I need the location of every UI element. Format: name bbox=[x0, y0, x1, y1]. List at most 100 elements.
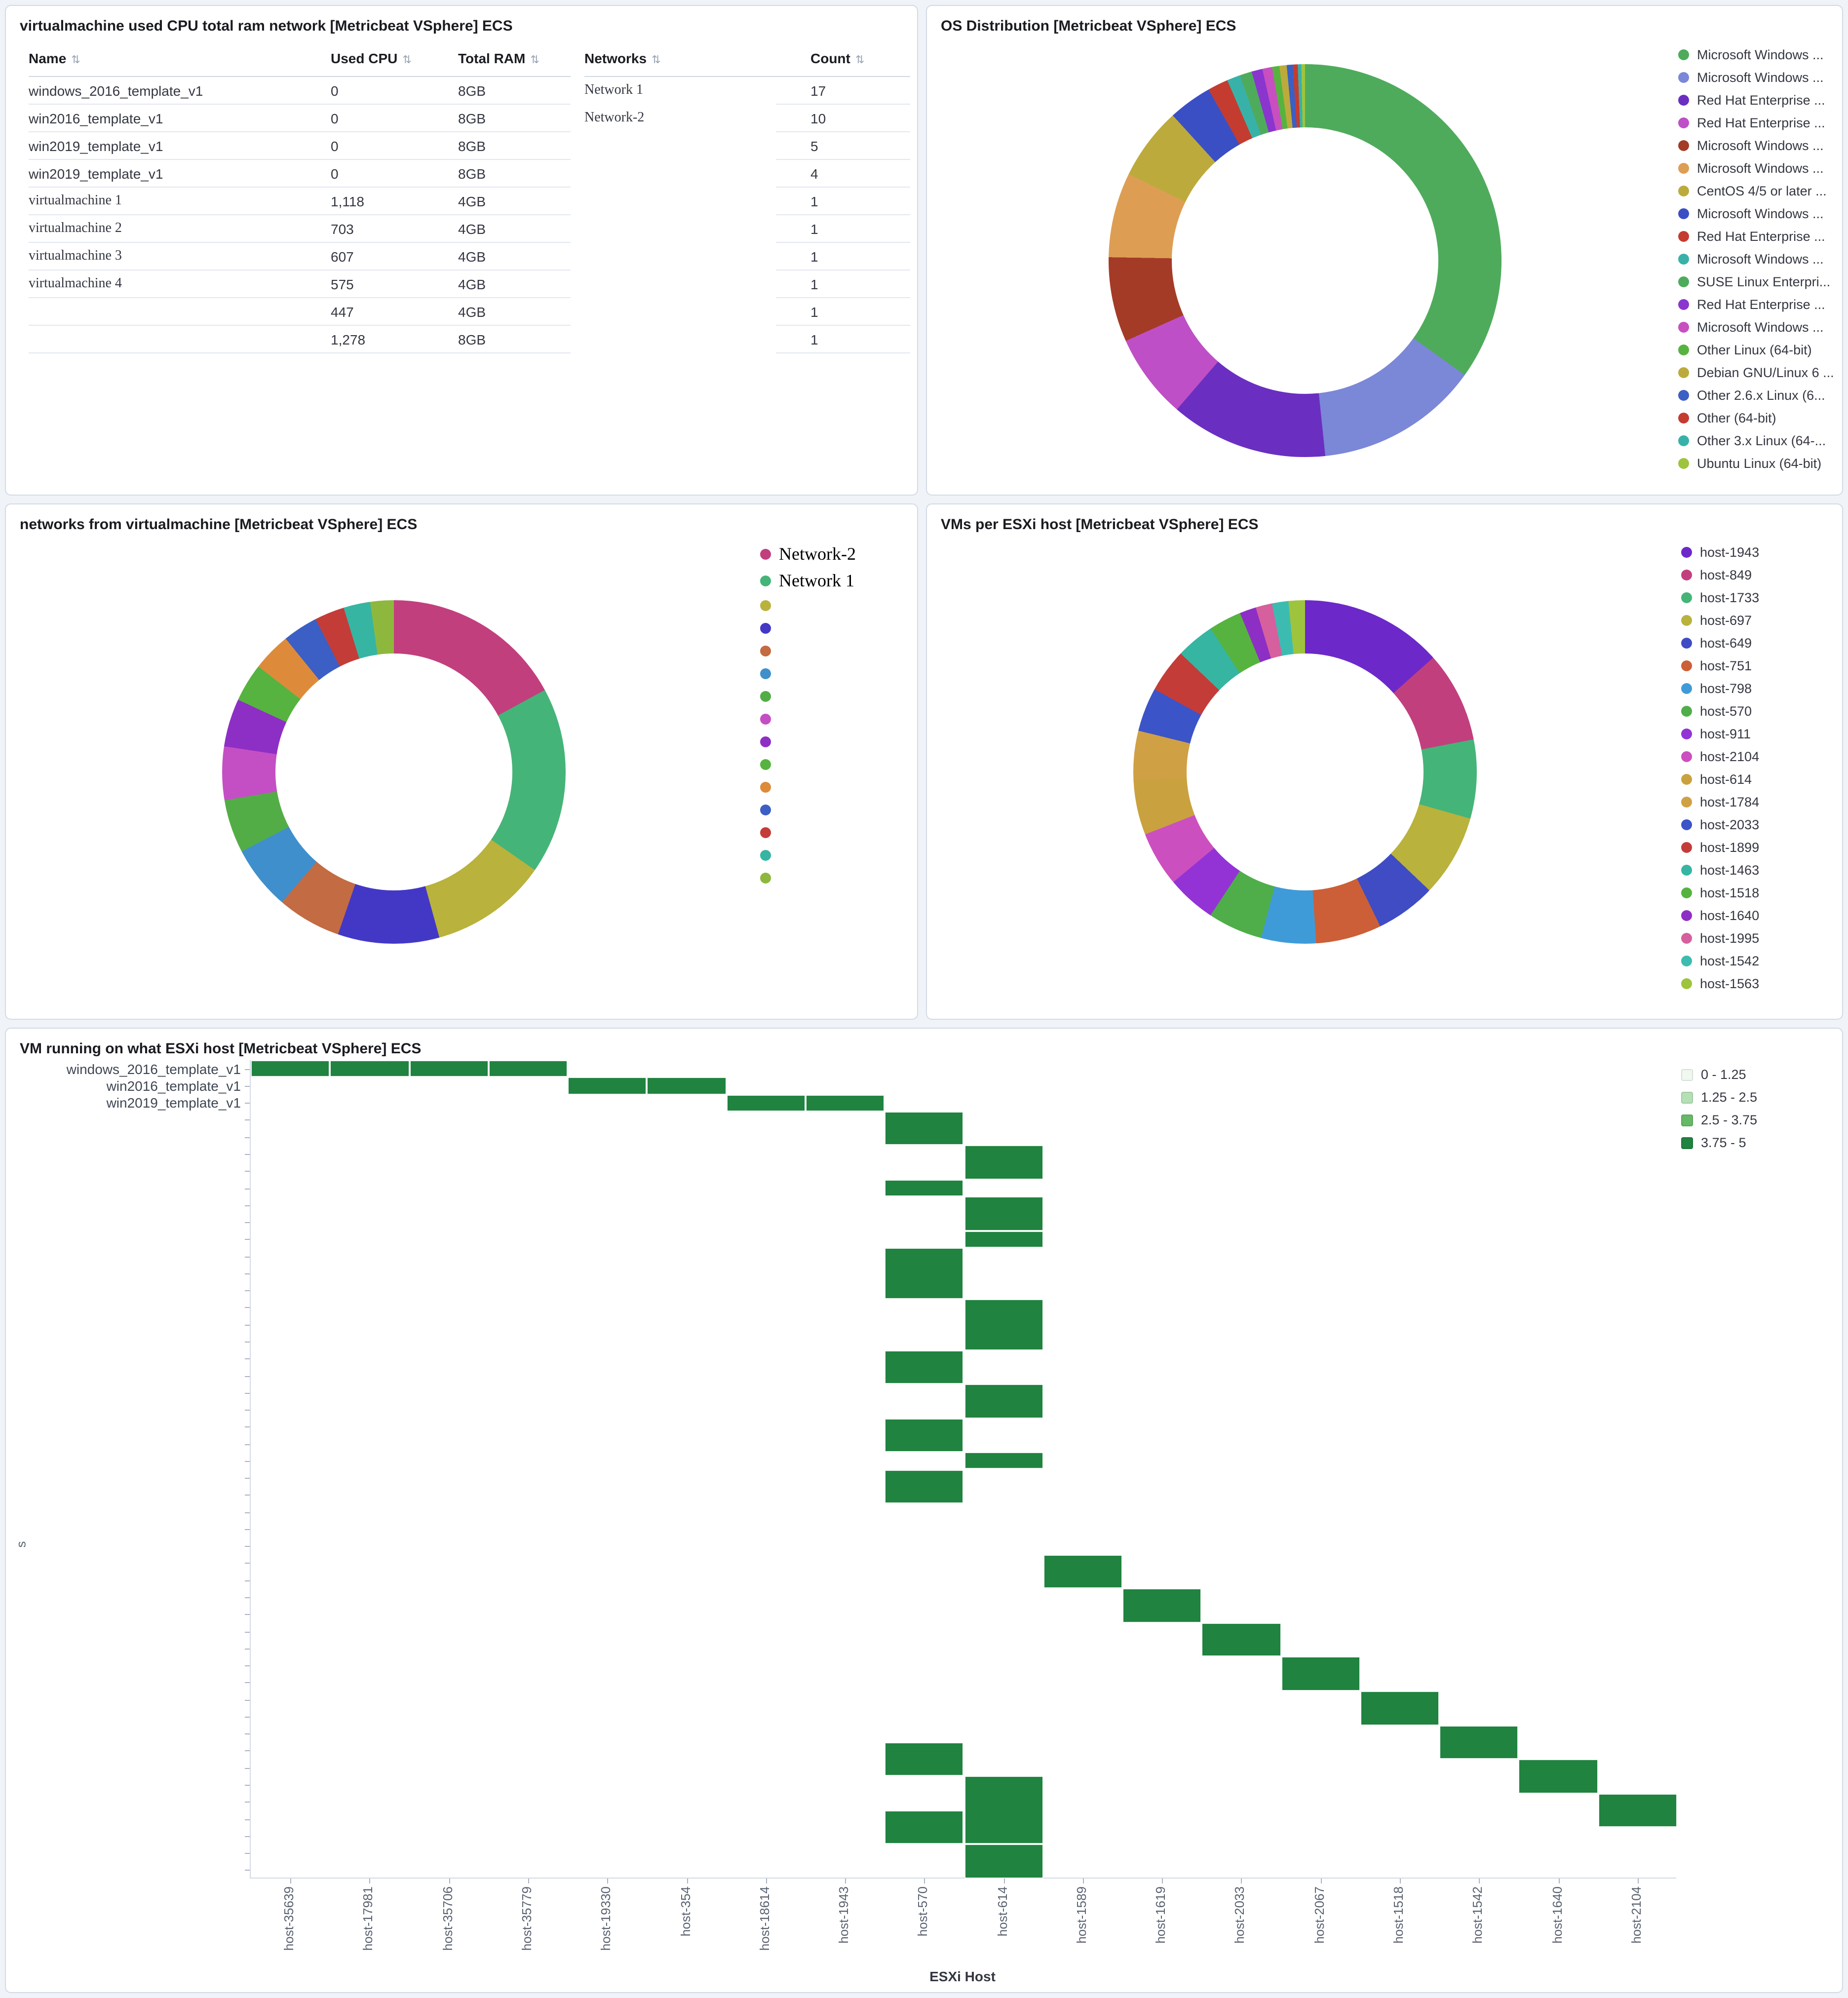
legend-item[interactable] bbox=[760, 643, 856, 659]
heatmap-cell[interactable] bbox=[964, 1384, 1043, 1419]
legend-item[interactable]: Red Hat Enterprise ... bbox=[1678, 228, 1834, 245]
legend-item[interactable]: Microsoft Windows ... bbox=[1678, 205, 1834, 222]
heatmap-cell[interactable] bbox=[568, 1077, 647, 1095]
heatmap-cell[interactable] bbox=[1122, 1588, 1202, 1623]
legend-item[interactable]: Red Hat Enterprise ... bbox=[1678, 115, 1834, 131]
legend-item[interactable]: Other 2.6.x Linux (6... bbox=[1678, 387, 1834, 404]
legend-item[interactable]: host-849 bbox=[1681, 567, 1759, 583]
column-header[interactable]: Count ⇅ bbox=[776, 50, 910, 77]
legend-item[interactable]: Debian GNU/Linux 6 ... bbox=[1678, 364, 1834, 381]
heatmap-cell[interactable] bbox=[885, 1810, 964, 1844]
legend-item[interactable]: host-1995 bbox=[1681, 930, 1759, 947]
legend-item[interactable] bbox=[760, 688, 856, 705]
legend-item[interactable] bbox=[760, 711, 856, 728]
heatmap-cell[interactable] bbox=[726, 1094, 806, 1112]
os-distribution-donut-chart[interactable] bbox=[1109, 64, 1502, 457]
legend-item[interactable] bbox=[760, 597, 856, 614]
heatmap-cell[interactable] bbox=[1043, 1554, 1123, 1589]
legend-item[interactable]: Microsoft Windows ... bbox=[1678, 251, 1834, 268]
legend-item[interactable]: host-1943 bbox=[1681, 544, 1759, 561]
heatmap-cell[interactable] bbox=[964, 1299, 1043, 1350]
legend-item[interactable]: Network-2 bbox=[760, 544, 856, 565]
heatmap-cell[interactable] bbox=[330, 1060, 410, 1077]
heatmap-cell[interactable] bbox=[964, 1844, 1043, 1879]
legend-item[interactable]: host-649 bbox=[1681, 635, 1759, 652]
legend-item[interactable]: host-1733 bbox=[1681, 589, 1759, 606]
legend-item[interactable]: Other Linux (64-bit) bbox=[1678, 342, 1834, 358]
legend-item[interactable]: 3.75 - 5 bbox=[1681, 1134, 1757, 1151]
legend-item[interactable]: 1.25 - 2.5 bbox=[1681, 1089, 1757, 1106]
heatmap-cell[interactable] bbox=[964, 1452, 1043, 1469]
column-header[interactable]: Networks ⇅ bbox=[584, 50, 776, 77]
legend-item[interactable]: CentOS 4/5 or later ... bbox=[1678, 183, 1834, 199]
heatmap-cell[interactable] bbox=[885, 1247, 964, 1299]
legend-item[interactable]: Network 1 bbox=[760, 571, 856, 591]
legend-item[interactable]: Ubuntu Linux (64-bit) bbox=[1678, 455, 1834, 472]
legend-item[interactable] bbox=[760, 870, 856, 886]
legend-item[interactable] bbox=[760, 779, 856, 796]
legend-item[interactable]: host-697 bbox=[1681, 612, 1759, 629]
heatmap-cell[interactable] bbox=[1281, 1656, 1360, 1691]
legend-item[interactable]: host-1518 bbox=[1681, 884, 1759, 901]
legend-item[interactable]: Microsoft Windows ... bbox=[1678, 319, 1834, 336]
legend-item[interactable]: host-798 bbox=[1681, 680, 1759, 697]
legend-item[interactable] bbox=[760, 847, 856, 864]
legend-item[interactable]: host-2033 bbox=[1681, 816, 1759, 833]
heatmap-cell[interactable] bbox=[409, 1060, 489, 1077]
heatmap-cell[interactable] bbox=[964, 1230, 1043, 1248]
legend-item[interactable]: host-2104 bbox=[1681, 748, 1759, 765]
heatmap-cell[interactable] bbox=[964, 1196, 1043, 1231]
legend-item[interactable]: host-1542 bbox=[1681, 953, 1759, 969]
legend-item[interactable]: host-1784 bbox=[1681, 794, 1759, 810]
x-axis-tick bbox=[290, 1879, 292, 1883]
legend-item[interactable]: 2.5 - 3.75 bbox=[1681, 1112, 1757, 1128]
legend-item[interactable]: 0 - 1.25 bbox=[1681, 1066, 1757, 1083]
legend-item[interactable]: Red Hat Enterprise ... bbox=[1678, 296, 1834, 313]
heatmap-cell[interactable] bbox=[885, 1742, 964, 1776]
heatmap-cell[interactable] bbox=[1439, 1725, 1519, 1760]
legend-item[interactable] bbox=[760, 620, 856, 637]
heatmap-cell[interactable] bbox=[1360, 1691, 1440, 1726]
legend-item[interactable] bbox=[760, 802, 856, 818]
legend-item[interactable] bbox=[760, 756, 856, 773]
networks-donut-chart[interactable] bbox=[222, 600, 566, 944]
heatmap-cell[interactable] bbox=[1598, 1793, 1677, 1828]
heatmap-cell[interactable] bbox=[885, 1179, 964, 1197]
legend-label: host-1563 bbox=[1700, 976, 1760, 991]
legend-item[interactable]: Other 3.x Linux (64-... bbox=[1678, 432, 1834, 449]
column-header[interactable]: Used CPU ⇅ bbox=[331, 50, 458, 77]
heatmap-cell[interactable] bbox=[885, 1469, 964, 1504]
legend-item[interactable]: host-570 bbox=[1681, 703, 1759, 720]
heatmap-cell[interactable] bbox=[1201, 1622, 1281, 1657]
legend-item[interactable]: host-911 bbox=[1681, 726, 1759, 742]
vms-per-host-donut-chart[interactable] bbox=[1133, 600, 1477, 944]
legend-item[interactable]: Microsoft Windows ... bbox=[1678, 160, 1834, 177]
legend-item[interactable] bbox=[760, 824, 856, 841]
heatmap-cell[interactable] bbox=[805, 1094, 885, 1112]
legend-item[interactable] bbox=[760, 733, 856, 750]
column-header[interactable]: Total RAM ⇅ bbox=[458, 50, 571, 77]
legend-item[interactable]: Microsoft Windows ... bbox=[1678, 46, 1834, 63]
column-header[interactable]: Name ⇅ bbox=[29, 50, 331, 77]
legend-item[interactable]: Red Hat Enterprise ... bbox=[1678, 92, 1834, 109]
heatmap-cell[interactable] bbox=[964, 1776, 1043, 1844]
legend-item[interactable]: Microsoft Windows ... bbox=[1678, 137, 1834, 154]
heatmap-cell[interactable] bbox=[1518, 1759, 1598, 1794]
legend-item[interactable]: Other (64-bit) bbox=[1678, 410, 1834, 426]
heatmap-cell[interactable] bbox=[885, 1350, 964, 1384]
legend-item[interactable]: host-614 bbox=[1681, 771, 1759, 788]
heatmap-cell[interactable] bbox=[488, 1060, 568, 1077]
heatmap-cell[interactable] bbox=[251, 1060, 330, 1077]
heatmap-cell[interactable] bbox=[964, 1145, 1043, 1180]
heatmap-cell[interactable] bbox=[647, 1077, 727, 1095]
legend-item[interactable]: host-1563 bbox=[1681, 975, 1759, 992]
heatmap-cell[interactable] bbox=[885, 1111, 964, 1146]
heatmap-cell[interactable] bbox=[885, 1418, 964, 1453]
legend-item[interactable]: host-751 bbox=[1681, 657, 1759, 674]
legend-item[interactable]: host-1640 bbox=[1681, 907, 1759, 924]
legend-item[interactable]: host-1899 bbox=[1681, 839, 1759, 856]
legend-item[interactable]: host-1463 bbox=[1681, 862, 1759, 879]
legend-item[interactable]: Microsoft Windows ... bbox=[1678, 69, 1834, 86]
legend-item[interactable]: SUSE Linux Enterpri... bbox=[1678, 273, 1834, 290]
legend-item[interactable] bbox=[760, 665, 856, 682]
